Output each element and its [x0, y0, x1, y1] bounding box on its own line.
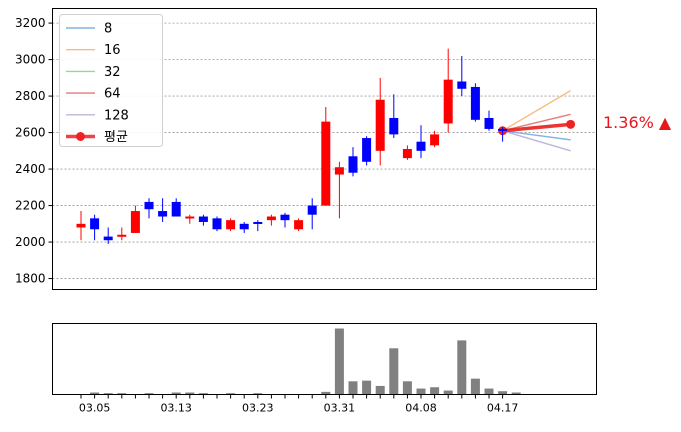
volume-bar [334, 328, 344, 395]
volume-bar [498, 391, 508, 395]
volume-bar [484, 388, 494, 395]
y-tick-label: 3200 [15, 16, 46, 30]
projection-line-128 [502, 130, 571, 152]
candle-body [90, 218, 100, 230]
volume-bar [103, 393, 113, 395]
candle-body [117, 234, 127, 237]
volume-bar [511, 392, 521, 395]
candle-body [253, 221, 263, 224]
candle-body [307, 205, 317, 215]
legend-label: 32 [104, 65, 121, 80]
candle-body [416, 141, 426, 151]
x-tick-label: 03.05 [79, 402, 111, 415]
candle-body [294, 220, 304, 230]
date-x-axis: 03.05 03.13 03.23 03.31 04.08 04.17 [79, 394, 519, 415]
projection-line-16 [502, 90, 571, 132]
x-tick-label: 03.13 [160, 402, 192, 415]
projection-lines [498, 90, 576, 152]
y-tick-label: 2600 [15, 126, 46, 140]
candle-body [226, 220, 236, 230]
volume-bar [443, 390, 453, 395]
legend: 8 16 32 64 128 평균 [59, 14, 163, 147]
price-y-axis: 1800 2000 2200 2400 2600 2800 3000 3200 [15, 16, 53, 286]
volume-bar [90, 392, 100, 395]
volume-bar [171, 392, 181, 395]
candle-body [321, 121, 331, 206]
candle-body [266, 216, 276, 221]
legend-label: 8 [104, 22, 112, 37]
y-tick-label: 3000 [15, 53, 46, 67]
volume-bar [457, 340, 467, 395]
volume-bar [117, 393, 127, 395]
candle-body [130, 211, 140, 233]
volume-bar [198, 393, 208, 395]
candle-body [348, 156, 358, 173]
volume-bar [348, 381, 358, 395]
legend-label: 평균 [104, 130, 128, 145]
candle-body [212, 218, 222, 230]
candle-body [334, 167, 344, 175]
volume-bar [402, 381, 412, 395]
volume-bar [321, 391, 331, 395]
candle-body [375, 99, 385, 151]
y-tick-label: 2000 [15, 235, 46, 249]
candle-body [171, 201, 181, 217]
candle-body [185, 216, 195, 219]
candle-body [457, 81, 467, 89]
price-plot-frame [52, 8, 597, 290]
candle-body [280, 214, 290, 221]
volume-bars [90, 328, 521, 395]
y-tick-label: 2400 [15, 162, 46, 176]
y-tick-label: 2800 [15, 89, 46, 103]
candle-body [430, 134, 440, 146]
candle-body [402, 149, 412, 159]
candlesticks [76, 48, 508, 244]
y-tick-label: 1800 [15, 272, 46, 286]
volume-bar [470, 378, 480, 395]
candle-body [76, 223, 86, 228]
candle-body [389, 117, 399, 135]
volume-bar [389, 348, 399, 395]
x-tick-label: 03.31 [324, 402, 356, 415]
x-tick-label: 04.08 [405, 402, 437, 415]
candle-body [103, 236, 113, 241]
candle-body [484, 117, 494, 129]
candle-body [239, 223, 249, 230]
legend-label: 128 [104, 108, 129, 123]
projection-average-end-point [566, 119, 576, 129]
volume-bar [375, 385, 385, 395]
candle-body [198, 216, 208, 222]
volume-bar [253, 393, 263, 395]
volume-bar [416, 388, 426, 395]
candle-body [443, 79, 453, 124]
projection-average-line [502, 122, 571, 133]
x-tick-label: 04.17 [487, 402, 519, 415]
volume-bar [226, 393, 236, 395]
legend-swatch-marker [76, 132, 85, 141]
candle-body [498, 128, 508, 131]
volume-bar [185, 392, 195, 395]
volume-bar [144, 393, 154, 395]
candle-body [362, 138, 372, 162]
x-tick-label: 03.23 [242, 402, 274, 415]
candle-body [158, 211, 168, 217]
y-tick-label: 2200 [15, 199, 46, 213]
volume-bar [362, 380, 372, 395]
legend-label: 64 [104, 87, 121, 102]
legend-label: 16 [104, 43, 121, 58]
candle-body [144, 201, 154, 210]
legend-box [59, 14, 163, 147]
projection-line-8 [502, 130, 571, 141]
candle-body [470, 86, 480, 120]
volume-bar [430, 387, 440, 395]
volume-plot-frame [52, 323, 597, 395]
percent-change-label: 1.36% ▲ [603, 113, 672, 132]
